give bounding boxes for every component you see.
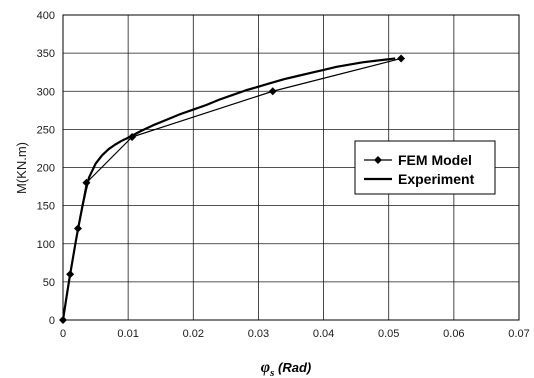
- legend-fem-label: FEM Model: [398, 152, 472, 168]
- x-tick-label: 0: [60, 328, 66, 340]
- y-tick-label: 200: [37, 163, 55, 175]
- legend: FEM Model Experiment: [354, 140, 496, 195]
- y-tick-label: 400: [37, 10, 55, 22]
- y-axis-title: M(KN.m): [14, 142, 29, 194]
- fem-model-point: [268, 87, 277, 96]
- x-axis-title-subscript: s: [269, 367, 274, 378]
- y-tick-label: 250: [37, 124, 55, 136]
- x-tick-labels: 0 0.01 0.02 0.03 0.04 0.05 0.06 0.07: [60, 328, 530, 340]
- x-tick-label: 0.01: [117, 328, 138, 340]
- legend-experiment-label: Experiment: [398, 171, 475, 187]
- y-tick-label: 350: [37, 48, 55, 60]
- x-tick-label: 0.02: [183, 328, 204, 340]
- y-tick-labels: 0 50 100 150 200 250 300 350 400: [37, 10, 55, 327]
- y-tick-label: 300: [37, 86, 55, 98]
- x-tick-label: 0.06: [443, 328, 464, 340]
- y-tick-label: 100: [37, 239, 55, 251]
- legend-fem-marker: [374, 156, 382, 164]
- x-axis-title-symbol: φ: [261, 359, 270, 376]
- x-tick-label: 0.04: [313, 328, 334, 340]
- series-layer: [59, 54, 406, 324]
- x-tick-label: 0.05: [378, 328, 399, 340]
- legend-box: [354, 140, 496, 195]
- fem-model-point: [397, 54, 406, 63]
- experiment-line: [61, 57, 396, 321]
- x-axis-title: φs (Rad): [261, 359, 311, 378]
- plot-frame: [62, 14, 520, 321]
- y-tick-label: 150: [37, 201, 55, 213]
- x-axis-title-unit: (Rad): [274, 360, 311, 375]
- x-tick-label: 0.07: [508, 328, 529, 340]
- y-tick-label: 0: [49, 315, 55, 327]
- x-tick-label: 0.03: [248, 328, 269, 340]
- y-tick-label: 50: [43, 277, 55, 289]
